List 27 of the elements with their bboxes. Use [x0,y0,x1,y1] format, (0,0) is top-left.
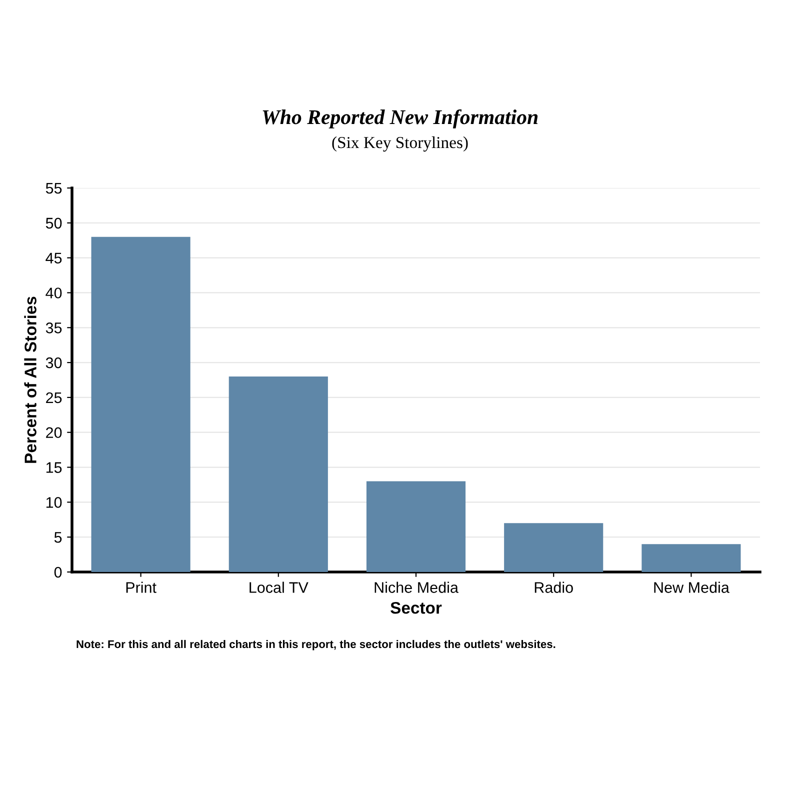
x-tick-label: New Media [654,582,730,593]
y-tick-label: 10 [46,497,62,508]
bar [504,523,604,572]
bar [366,481,466,572]
y-tick-label: 0 [54,566,62,578]
y-axis-title: Percent of All Stories [24,296,36,463]
y-tick-label: 30 [46,357,62,368]
y-tick-label: 35 [46,322,62,334]
chart-title: Who Reported New Information [262,109,538,128]
y-tick-label: 55 [46,183,62,194]
x-tick-label: Radio [534,582,573,593]
x-tick-label: Print [126,582,156,593]
y-tick-label: 20 [46,427,62,438]
text: Note: For this and all related charts in this report, the sector includes the outlets' websites. [76,640,556,650]
bar [228,376,328,572]
x-axis-title: Sector [390,602,442,614]
y-tick-label: 50 [46,218,62,229]
chart-subtitle: (Six Key Storylines) [332,136,468,152]
x-tick-label: Local TV [250,582,308,593]
y-tick-label: 25 [46,392,62,404]
y-tick-label: 40 [46,288,62,298]
bar [642,544,741,572]
x-tick-label: Niche Media [374,582,458,593]
y-tick-label: 5 [54,532,62,543]
y-tick-label: 45 [46,252,62,264]
bar [91,236,190,572]
y-tick-label: 15 [46,462,62,473]
